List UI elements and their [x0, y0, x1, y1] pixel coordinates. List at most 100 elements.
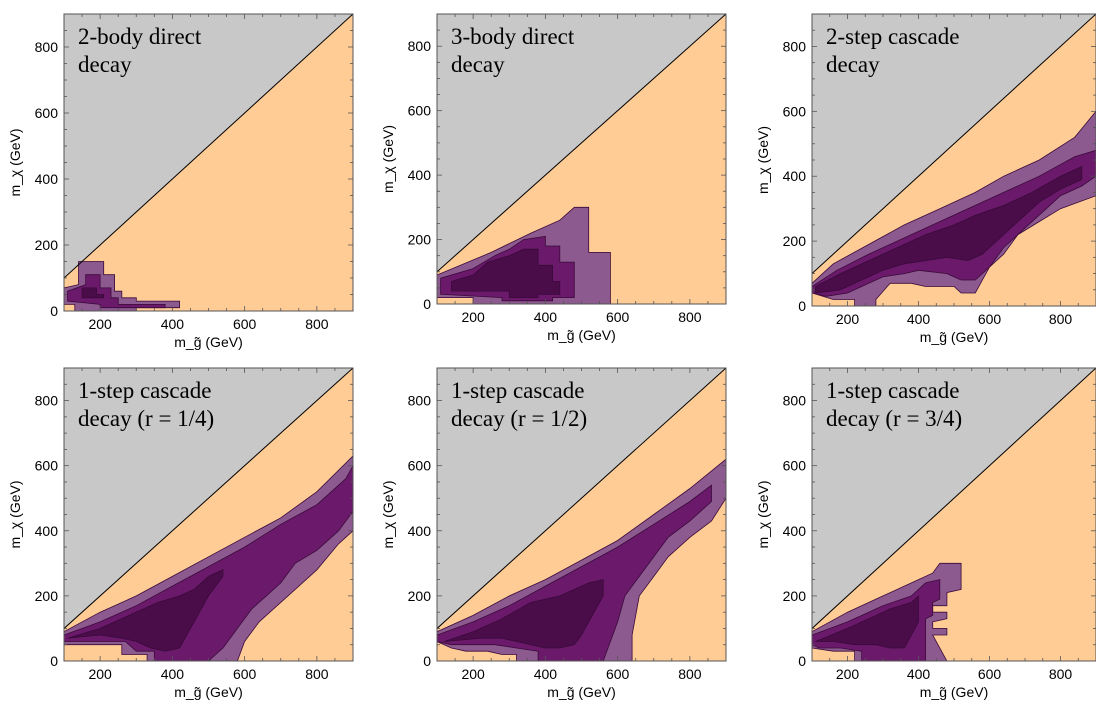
- x-tick-label: 600: [233, 316, 257, 332]
- y-axis-label: m_χ (GeV): [380, 480, 396, 548]
- panel-6: 200 400 600 800 0 200 400 600 800 m_g̃ (GeV) m_χ (…: [755, 367, 1096, 700]
- diagonal-line: [812, 368, 1096, 629]
- y-tick-label: 800: [408, 393, 432, 409]
- x-tick-label: 800: [305, 316, 329, 332]
- y-tick-label: 800: [783, 393, 807, 409]
- panel-title-line: 1-step cascade: [78, 378, 211, 403]
- y-tick-label: 600: [408, 458, 432, 474]
- y-tick-label: 200: [783, 588, 807, 604]
- plot-area: [812, 368, 1096, 661]
- y-tick-label: 400: [408, 523, 432, 539]
- x-tick-label: 800: [678, 666, 702, 682]
- x-tick-label: 800: [1049, 666, 1073, 682]
- panel-title-line: 2-body direct: [78, 24, 202, 49]
- x-axis-label: m_g̃ (GeV): [920, 329, 988, 345]
- x-tick-label: 200: [88, 666, 112, 682]
- y-tick-label: 0: [423, 296, 431, 312]
- plot-area: [437, 14, 726, 304]
- panel-title-line: decay (r = 1/4): [78, 406, 214, 431]
- x-tick-label: 600: [233, 666, 257, 682]
- y-axis-label: m_χ (GeV): [755, 480, 771, 548]
- y-tick-label: 200: [783, 233, 807, 249]
- x-tick-label: 400: [534, 309, 558, 325]
- diagonal-line: [812, 14, 1096, 274]
- y-tick-label: 800: [408, 38, 432, 54]
- panel-title-line: decay: [78, 52, 132, 77]
- diagonal-line: [437, 14, 726, 273]
- panel-title-line: 1-step cascade: [451, 378, 584, 403]
- panel-2: 200 400 600 800 0 200 400 600 800 m_g̃ (GeV) m_χ (…: [380, 13, 727, 343]
- contour-dark: [81, 287, 105, 299]
- contour-dark: [815, 594, 919, 649]
- y-tick-label: 800: [35, 39, 59, 55]
- y-tick-label: 600: [783, 103, 807, 119]
- panel-title-line: 2-step cascade: [826, 24, 959, 49]
- x-tick-label: 400: [534, 666, 558, 682]
- panel-title-line: decay (r = 1/2): [451, 406, 587, 431]
- panel-4: 200 400 600 800 0 200 400 600 800 m_g̃ (GeV) m_χ (…: [7, 367, 354, 700]
- x-tick-label: 600: [606, 309, 630, 325]
- diagonal-line: [437, 368, 726, 629]
- panel-5: 200 400 600 800 0 200 400 600 800 m_g̃ (GeV) m_χ (…: [380, 367, 727, 700]
- x-axis-label: m_g̃ (GeV): [174, 684, 242, 700]
- y-tick-label: 0: [423, 653, 431, 669]
- plot-area: [812, 14, 1096, 306]
- plot-area: [437, 368, 726, 661]
- diagonal-line: [64, 368, 353, 629]
- x-tick-label: 200: [836, 311, 860, 327]
- x-tick-label: 200: [461, 309, 485, 325]
- y-axis-label: m_χ (GeV): [380, 125, 396, 193]
- panel-1: 200 400 600 800 0 200 400 600 800 m_g̃ (GeV) m_χ (…: [7, 13, 354, 350]
- x-tick-label: 600: [978, 311, 1002, 327]
- y-tick-label: 400: [35, 171, 59, 187]
- x-axis-label: m_g̃ (GeV): [174, 334, 242, 350]
- y-tick-label: 400: [35, 523, 59, 539]
- contour-dark: [67, 569, 224, 652]
- y-tick-label: 400: [783, 168, 807, 184]
- panel-3: 200 400 600 800 0 200 400 600 800 m_g̃ (GeV) m_χ (…: [755, 13, 1096, 345]
- x-axis-label: m_g̃ (GeV): [547, 327, 615, 343]
- y-axis-label: m_χ (GeV): [755, 126, 771, 194]
- x-tick-label: 800: [678, 309, 702, 325]
- y-tick-label: 400: [408, 167, 432, 183]
- y-tick-label: 200: [35, 588, 59, 604]
- contour-mid: [67, 274, 166, 309]
- y-tick-label: 600: [783, 458, 807, 474]
- y-tick-label: 200: [35, 237, 59, 253]
- x-tick-label: 400: [161, 666, 185, 682]
- contour-dark: [815, 165, 1083, 294]
- y-tick-label: 600: [35, 458, 59, 474]
- x-tick-label: 800: [305, 666, 329, 682]
- panel-title-line: decay (r = 3/4): [826, 406, 962, 431]
- x-tick-label: 400: [907, 666, 931, 682]
- x-tick-label: 600: [978, 666, 1002, 682]
- x-tick-label: 800: [1049, 311, 1073, 327]
- x-tick-label: 200: [88, 316, 112, 332]
- x-axis-label: m_g̃ (GeV): [920, 684, 988, 700]
- y-tick-label: 800: [783, 38, 807, 54]
- y-tick-label: 0: [50, 653, 58, 669]
- y-tick-label: 0: [798, 298, 806, 314]
- y-tick-label: 0: [798, 653, 806, 669]
- y-axis-label: m_χ (GeV): [7, 128, 23, 196]
- plot-area: [64, 14, 353, 311]
- panel-title-line: decay: [826, 52, 880, 77]
- plot-area: [64, 368, 353, 661]
- x-tick-label: 200: [836, 666, 860, 682]
- x-tick-label: 200: [461, 666, 485, 682]
- y-tick-label: 600: [408, 103, 432, 119]
- diagonal-line: [64, 14, 353, 279]
- panel-title-line: 3-body direct: [451, 24, 575, 49]
- contour-dark: [444, 579, 604, 649]
- y-axis-label: m_χ (GeV): [7, 480, 23, 548]
- x-tick-label: 400: [161, 316, 185, 332]
- y-tick-label: 200: [408, 588, 432, 604]
- x-tick-label: 400: [907, 311, 931, 327]
- x-tick-label: 600: [606, 666, 630, 682]
- panel-title-line: 1-step cascade: [826, 378, 959, 403]
- y-tick-label: 600: [35, 105, 59, 121]
- panel-title-line: decay: [451, 52, 505, 77]
- y-tick-label: 800: [35, 393, 59, 409]
- contour-dark: [450, 248, 561, 299]
